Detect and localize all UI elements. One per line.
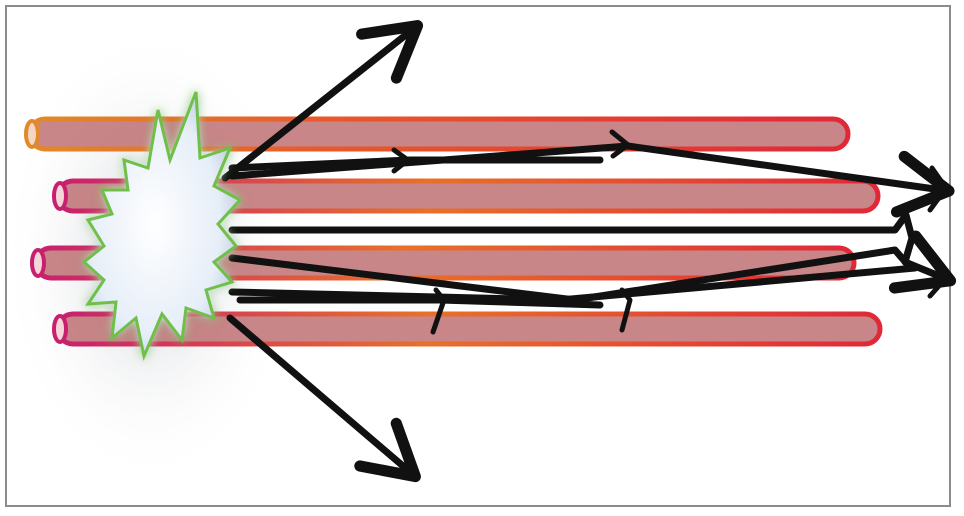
ray-guided-4 [228,264,919,304]
ray-direction-marks [391,129,949,335]
arrow-icon [927,165,949,213]
ray-escape-down [226,314,421,483]
fiber-4 [52,311,883,347]
ray-guided-6 [236,296,604,309]
ray-guided-3 [228,246,912,304]
arrow-icon [609,129,631,159]
arrow-icon [927,255,949,299]
starburst-icon [81,91,243,361]
ray-escape-up [221,20,424,182]
fiber-3 [30,245,857,281]
fiber-bundle [24,116,883,347]
arrow-icon [430,287,447,335]
fiber-2 [52,178,881,214]
arrow-icon [619,287,633,333]
fiber-1 [24,116,851,152]
ray-guided-2 [228,211,957,294]
arrow-icon [391,147,411,174]
